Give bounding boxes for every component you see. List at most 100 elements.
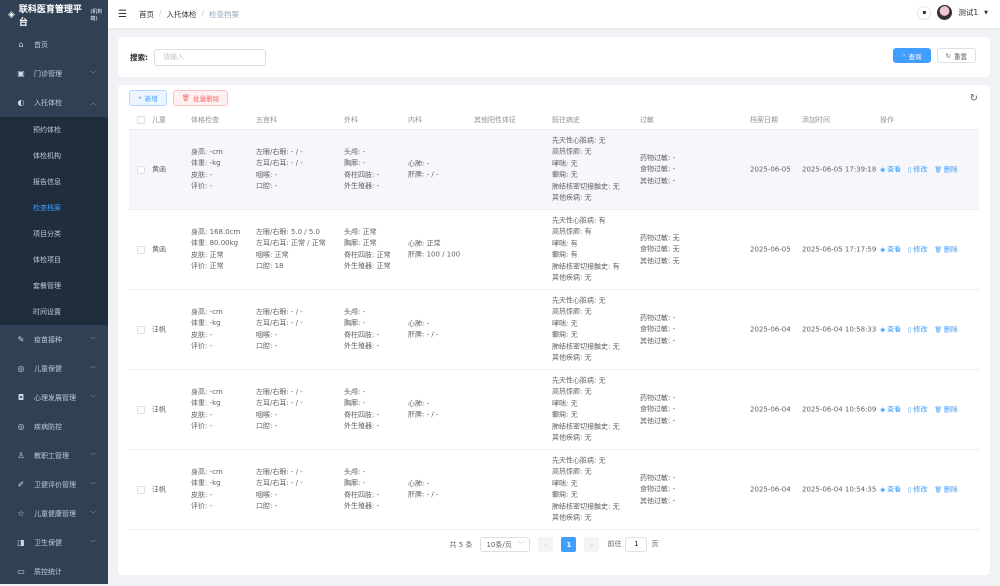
prev-page-button[interactable]: ‹ <box>538 537 554 552</box>
sidebar-item[interactable]: ◨ 卫生保健 ﹀ <box>0 528 108 557</box>
delete-button[interactable]: 🗑 删除 <box>934 404 958 416</box>
cell-line: 皮肤: 正常 <box>191 250 224 259</box>
sidebar-item[interactable]: ☆ 儿童健康管理 ﹀ <box>0 499 108 528</box>
view-button[interactable]: ◉ 查看 <box>880 324 901 336</box>
submenu-item[interactable]: 套餐管理 <box>33 282 61 290</box>
action-label: 修改 <box>913 484 928 493</box>
cell-line: 其他疾病: 无 <box>552 193 592 202</box>
row-checkbox[interactable] <box>137 485 145 494</box>
cell-line: 哮喘: 无 <box>552 399 578 407</box>
submenu-item[interactable]: 检查档案 <box>33 204 61 212</box>
cell-child: 黄函 <box>152 244 166 253</box>
sidebar-item[interactable]: ✐ 卫健评价管理 ﹀ <box>0 470 108 499</box>
edit-button[interactable]: ▯ 修改 <box>908 404 927 416</box>
submenu-item[interactable]: 报告信息 <box>33 178 61 186</box>
sidebar-item[interactable]: ✎ 疫苗接种 ﹀ <box>0 325 108 354</box>
breadcrumb-section[interactable]: 入托体检 <box>166 9 197 19</box>
goto-page-input[interactable] <box>625 537 648 552</box>
cell-line: 头颅: - <box>344 147 366 156</box>
sidebar-item[interactable]: ◐ 入托体检 ︿ <box>0 88 108 117</box>
sidebar-item[interactable]: ⌂ 首页 <box>0 30 108 59</box>
view-button[interactable]: ◉ 查看 <box>880 404 901 416</box>
edit-button[interactable]: ▯ 修改 <box>908 164 927 176</box>
delete-button[interactable]: 🗑 删除 <box>934 324 958 336</box>
cell-date: 2025-06-04 <box>750 484 791 493</box>
delete-button[interactable]: 🗑 删除 <box>934 164 958 176</box>
eye-icon: ◉ <box>880 405 888 413</box>
sidebar-item[interactable]: ◘ 心理发展管理 ﹀ <box>0 383 108 412</box>
cell-ent: 左眼/右眼: - / - 左耳/右耳: - / - 咽喉: - 口腔: - <box>256 307 303 353</box>
view-button[interactable]: ◉ 查看 <box>880 164 901 176</box>
cell-line: 身高: -cm <box>191 387 223 396</box>
sidebar-item[interactable]: ▣ 门诊管理 ﹀ <box>0 59 108 88</box>
page-1-button[interactable]: 1 <box>561 537 577 552</box>
cell-line: 药物过敏: - <box>640 313 676 322</box>
trash-icon: 🗑 <box>934 485 944 493</box>
refresh-table-icon[interactable]: ↻ <box>969 93 978 104</box>
breadcrumb-home[interactable]: 首页 <box>138 9 154 19</box>
cell-line: 左耳/右耳: - / - <box>256 159 303 167</box>
submenu-item[interactable]: 预约体检 <box>33 126 61 134</box>
sidebar-item[interactable]: ◎ 疾病防控 <box>0 412 108 441</box>
home-icon: ⌂ <box>18 40 24 49</box>
row-checkbox[interactable] <box>137 245 145 254</box>
view-button[interactable]: ◉ 查看 <box>880 484 901 496</box>
cell-line: 口腔: - <box>256 182 278 190</box>
submenu-item[interactable]: 体检机构 <box>33 152 61 160</box>
cell-line: 癫痫: 无 <box>552 170 578 179</box>
cell-line: 左眼/右眼: 5.0 / 5.0 <box>256 227 321 236</box>
edit-button[interactable]: ▯ 修改 <box>908 244 927 256</box>
cell-line: 左耳/右耳: 正常 / 正常 <box>256 239 326 247</box>
cell-line: 皮肤: - <box>191 170 213 179</box>
row-checkbox[interactable] <box>137 405 145 414</box>
edit-button[interactable]: ▯ 修改 <box>908 484 927 496</box>
cell-line: 咽喉: - <box>256 410 278 419</box>
submenu-item[interactable]: 项目分类 <box>33 230 61 238</box>
sidebar-item[interactable]: ◎ 儿童保健 ﹀ <box>0 354 108 383</box>
page-size-select[interactable]: 10条/页 ﹀ <box>480 537 531 552</box>
eye-icon: ◉ <box>880 245 888 253</box>
query-button[interactable]: ○ 查询 <box>892 48 931 63</box>
sidebar-item[interactable]: ♙ 教职工管理 ﹀ <box>0 441 108 470</box>
submenu-item[interactable]: 时间设置 <box>33 308 61 316</box>
cell-line: 胸廓: 正常 <box>344 239 377 247</box>
row-actions: ◉ 查看 ▯ 修改 🗑 删除 <box>880 244 958 256</box>
table-row: 黄函 身高: 168.0cm 体重: 80.00kg 皮肤: 正常 评价: 正常 左眼/右… <box>129 210 979 290</box>
goto-page: 前往页 <box>607 537 658 552</box>
avatar[interactable] <box>937 5 953 20</box>
cell-allergy: 药物过敏: 无食物过敏: 无其他过敏: 无 <box>640 232 680 267</box>
trash-icon: 🗑 <box>181 95 191 102</box>
batch-delete-button[interactable]: 🗑 批量删除 <box>172 90 229 106</box>
caret-down-icon[interactable]: ▼ <box>984 9 988 16</box>
select-all-checkbox[interactable] <box>137 115 145 124</box>
delete-button[interactable]: 🗑 删除 <box>934 244 958 256</box>
action-label: 删除 <box>943 484 958 493</box>
row-checkbox[interactable] <box>137 325 145 334</box>
next-page-button[interactable]: › <box>584 537 600 552</box>
app-subtitle: (机构端) <box>90 9 103 22</box>
chevron-up-icon: ︿ <box>89 100 96 107</box>
sidebar-item-label: 心理发展管理 <box>34 393 76 402</box>
menu-toggle-icon[interactable]: ☰ <box>118 8 127 20</box>
cell-line: 药物过敏: - <box>640 153 676 162</box>
sidebar-item[interactable]: ▭ 质控统计 <box>0 557 108 586</box>
row-checkbox[interactable] <box>137 165 145 174</box>
eye-icon: ◉ <box>880 165 888 173</box>
user-name[interactable]: 测试1 <box>958 8 979 17</box>
search-input[interactable] <box>154 48 266 66</box>
table-header: 儿童 体格检查 五官科 外科 内科 其他阳性体征 既往病史 过敏 档案日期 添加时间 操作 <box>129 110 979 130</box>
cell-line: 口腔: - <box>256 342 278 350</box>
cell-line: 脊柱四肢: 正常 <box>344 250 391 259</box>
reset-button[interactable]: ↻ 重置 <box>936 48 976 63</box>
cell-history: 先天性心脏病: 无高热惊厥: 无哮喘: 无癫痫: 无肺结核密切接触史: 无其他疾… <box>552 295 620 364</box>
add-button[interactable]: + 新增 <box>129 90 167 106</box>
action-label: 查看 <box>887 404 902 413</box>
view-button[interactable]: ◉ 查看 <box>880 244 901 256</box>
message-icon[interactable]: ▪ <box>917 5 932 20</box>
edit-button[interactable]: ▯ 修改 <box>908 324 927 336</box>
column-header: 操作 <box>880 115 894 124</box>
action-label: 查看 <box>887 164 902 173</box>
submenu-item[interactable]: 体检项目 <box>33 256 61 264</box>
trash-icon: 🗑 <box>934 405 944 413</box>
delete-button[interactable]: 🗑 删除 <box>934 484 958 496</box>
